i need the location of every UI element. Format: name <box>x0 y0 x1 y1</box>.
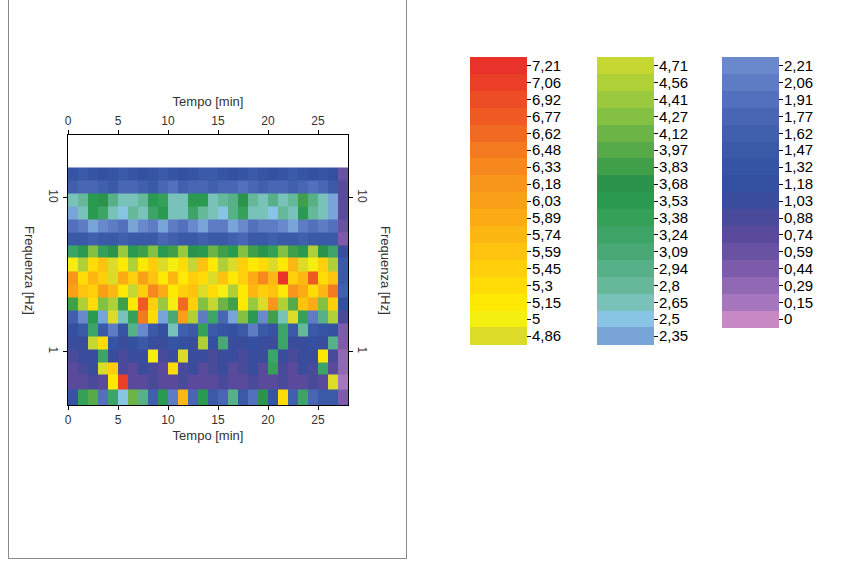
svg-text:5: 5 <box>115 413 122 427</box>
html-text:7,06: 7,06 <box>532 73 562 91</box>
html-text:1,62: 1,62 <box>784 124 814 142</box>
html-text:5,89: 5,89 <box>532 209 562 226</box>
html-text:1,18: 1,18 <box>784 175 814 193</box>
html-text:1,91: 1,91 <box>784 90 814 108</box>
html-text:4,12: 4,12 <box>659 124 689 142</box>
svg-text:Tempo [min]: Tempo [min] <box>173 428 244 443</box>
svg-text:10: 10 <box>355 189 369 203</box>
html-text:5,15: 5,15 <box>532 293 562 311</box>
svg-text:25: 25 <box>311 114 325 128</box>
svg-text:Frequenza [Hz]: Frequenza [Hz] <box>22 226 37 315</box>
svg-text:0: 0 <box>65 413 72 427</box>
svg-text:10: 10 <box>161 413 175 427</box>
html-text:4,41: 4,41 <box>659 90 689 108</box>
html-text:1,77: 1,77 <box>784 107 814 125</box>
html-text:2,65: 2,65 <box>659 293 689 311</box>
svg-text:15: 15 <box>211 114 225 128</box>
html-text:3,38: 3,38 <box>659 209 689 226</box>
html-text:5,45: 5,45 <box>532 259 562 277</box>
html-text:5,3: 5,3 <box>532 276 553 294</box>
html-text:5,74: 5,74 <box>532 225 562 243</box>
svg-text:15: 15 <box>211 413 225 427</box>
html-text:4,86: 4,86 <box>532 327 562 345</box>
svg-text:1: 1 <box>355 347 369 354</box>
svg-text:Frequenza [Hz]: Frequenza [Hz] <box>378 226 393 315</box>
html-text:4,56: 4,56 <box>659 73 689 91</box>
svg-text:10: 10 <box>46 189 60 203</box>
html-text:3,83: 3,83 <box>659 158 689 176</box>
html-text:2,5: 2,5 <box>659 310 680 328</box>
html-text:0,15: 0,15 <box>784 293 814 311</box>
html-text:6,77: 6,77 <box>532 107 562 125</box>
html-text:6,33: 6,33 <box>532 158 562 176</box>
html-text:3,97: 3,97 <box>659 141 689 159</box>
svg-text:25: 25 <box>311 413 325 427</box>
html-text:4,71: 4,71 <box>659 56 689 74</box>
svg-text:10: 10 <box>161 114 175 128</box>
html-text:6,62: 6,62 <box>532 124 562 142</box>
html-text:0,44: 0,44 <box>784 259 814 277</box>
svg-text:0: 0 <box>65 114 72 128</box>
html-text:1,32: 1,32 <box>784 158 814 176</box>
svg-text:5: 5 <box>115 114 122 128</box>
html-text:7,21: 7,21 <box>532 56 562 74</box>
html-text:6,18: 6,18 <box>532 175 562 193</box>
html-text:6,48: 6,48 <box>532 141 562 159</box>
html-text:1,47: 1,47 <box>784 141 814 159</box>
html-text:6,92: 6,92 <box>532 90 562 108</box>
html-text:6,03: 6,03 <box>532 192 562 210</box>
svg-text:1: 1 <box>46 347 60 354</box>
svg-text:Tempo [min]: Tempo [min] <box>173 94 244 109</box>
html-text:5,59: 5,59 <box>532 242 562 260</box>
html-text:0: 0 <box>784 310 793 328</box>
html-text:1,03: 1,03 <box>784 192 814 210</box>
html-text:2,06: 2,06 <box>784 73 814 91</box>
svg-text:20: 20 <box>261 413 275 427</box>
html-text:2,8: 2,8 <box>659 276 680 294</box>
html-text:2,21: 2,21 <box>784 56 814 74</box>
html-text:3,09: 3,09 <box>659 242 689 260</box>
svg-text:20: 20 <box>261 114 275 128</box>
html-text:2,94: 2,94 <box>659 259 689 277</box>
html-text:0,74: 0,74 <box>784 225 814 243</box>
html-text:0,29: 0,29 <box>784 276 814 294</box>
html-text:3,24: 3,24 <box>659 225 689 243</box>
html-text:4,27: 4,27 <box>659 107 689 125</box>
html-text:5: 5 <box>532 310 541 328</box>
html-text:0,59: 0,59 <box>784 242 814 260</box>
html-text:2,35: 2,35 <box>659 327 689 345</box>
html-text:3,68: 3,68 <box>659 175 689 193</box>
html-text:0,88: 0,88 <box>784 209 814 226</box>
html-text:3,53: 3,53 <box>659 192 689 210</box>
